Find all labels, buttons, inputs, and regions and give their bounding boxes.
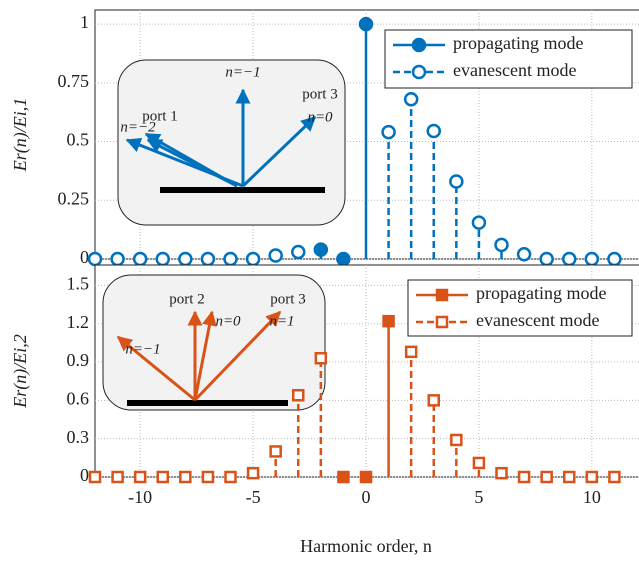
y-axis-label: Er(n)/Ei,1	[10, 98, 31, 173]
y-tick-label: 0	[80, 465, 89, 485]
marker	[405, 93, 417, 105]
y-tick-label: 0.25	[58, 188, 90, 208]
marker	[203, 472, 213, 482]
legend-marker	[413, 39, 425, 51]
legend-label: propagating mode	[453, 33, 583, 53]
marker	[293, 390, 303, 400]
annotation: port 2	[169, 291, 204, 307]
x-tick-label: 0	[362, 487, 371, 507]
marker	[587, 472, 597, 482]
marker	[428, 125, 440, 137]
y-tick-label: 0.75	[58, 71, 90, 91]
marker	[497, 468, 507, 478]
annotation: n=0	[307, 109, 333, 125]
marker	[270, 249, 282, 261]
legend-marker	[437, 317, 447, 327]
marker	[135, 472, 145, 482]
y-tick-label: 0.3	[67, 427, 90, 447]
marker	[292, 246, 304, 258]
marker	[519, 472, 529, 482]
y-tick-label: 0	[80, 247, 89, 267]
marker	[179, 253, 191, 265]
marker	[225, 253, 237, 265]
marker	[564, 472, 574, 482]
x-tick-label: -5	[246, 487, 261, 507]
y-axis-label: Er(n)/Ei,2	[10, 334, 31, 409]
y-tick-label: 1.2	[67, 312, 90, 332]
marker	[180, 472, 190, 482]
marker	[563, 253, 575, 265]
y-tick-label: 1.5	[67, 274, 90, 294]
marker	[541, 253, 553, 265]
marker	[226, 472, 236, 482]
marker	[383, 126, 395, 138]
marker	[474, 458, 484, 468]
marker	[157, 253, 169, 265]
x-tick-label: -10	[128, 487, 152, 507]
marker	[429, 395, 439, 405]
annotation: n=1	[269, 313, 294, 329]
marker	[158, 472, 168, 482]
marker	[271, 446, 281, 456]
legend-marker	[413, 66, 425, 78]
x-axis-label: Harmonic order, n	[300, 536, 432, 556]
marker	[337, 253, 349, 265]
x-tick-label: 10	[583, 487, 601, 507]
y-tick-label: 0.6	[67, 388, 90, 408]
marker	[338, 472, 348, 482]
marker	[360, 18, 372, 30]
marker	[406, 347, 416, 357]
marker	[451, 435, 461, 445]
legend-label: propagating mode	[476, 283, 606, 303]
marker	[473, 217, 485, 229]
marker	[384, 316, 394, 326]
marker	[496, 239, 508, 251]
y-tick-label: 1	[80, 12, 89, 32]
marker	[90, 472, 100, 482]
annotation: port 3	[270, 291, 305, 307]
marker	[316, 353, 326, 363]
marker	[361, 472, 371, 482]
legend-label: evanescent mode	[453, 60, 576, 80]
annotation: n=−1	[125, 341, 160, 357]
marker	[247, 253, 259, 265]
legend-label: evanescent mode	[476, 310, 599, 330]
marker	[608, 253, 620, 265]
marker	[113, 472, 123, 482]
y-tick-label: 0.9	[67, 350, 90, 370]
marker	[134, 253, 146, 265]
y-tick-label: 0.5	[67, 130, 90, 150]
marker	[609, 472, 619, 482]
annotation: n=0	[215, 313, 241, 329]
marker	[202, 253, 214, 265]
marker	[112, 253, 124, 265]
marker	[89, 253, 101, 265]
marker	[315, 244, 327, 256]
annotation: port 3	[302, 86, 337, 102]
marker	[518, 248, 530, 260]
marker	[542, 472, 552, 482]
annotation: n=−1	[225, 64, 260, 80]
marker	[248, 468, 258, 478]
marker	[586, 253, 598, 265]
x-tick-label: 5	[474, 487, 483, 507]
marker	[450, 175, 462, 187]
chart: 00.250.50.751Er(n)/Ei,1port 1n=−1port 3n…	[0, 0, 639, 569]
annotation: n=−2	[120, 119, 156, 135]
legend-marker	[437, 290, 447, 300]
